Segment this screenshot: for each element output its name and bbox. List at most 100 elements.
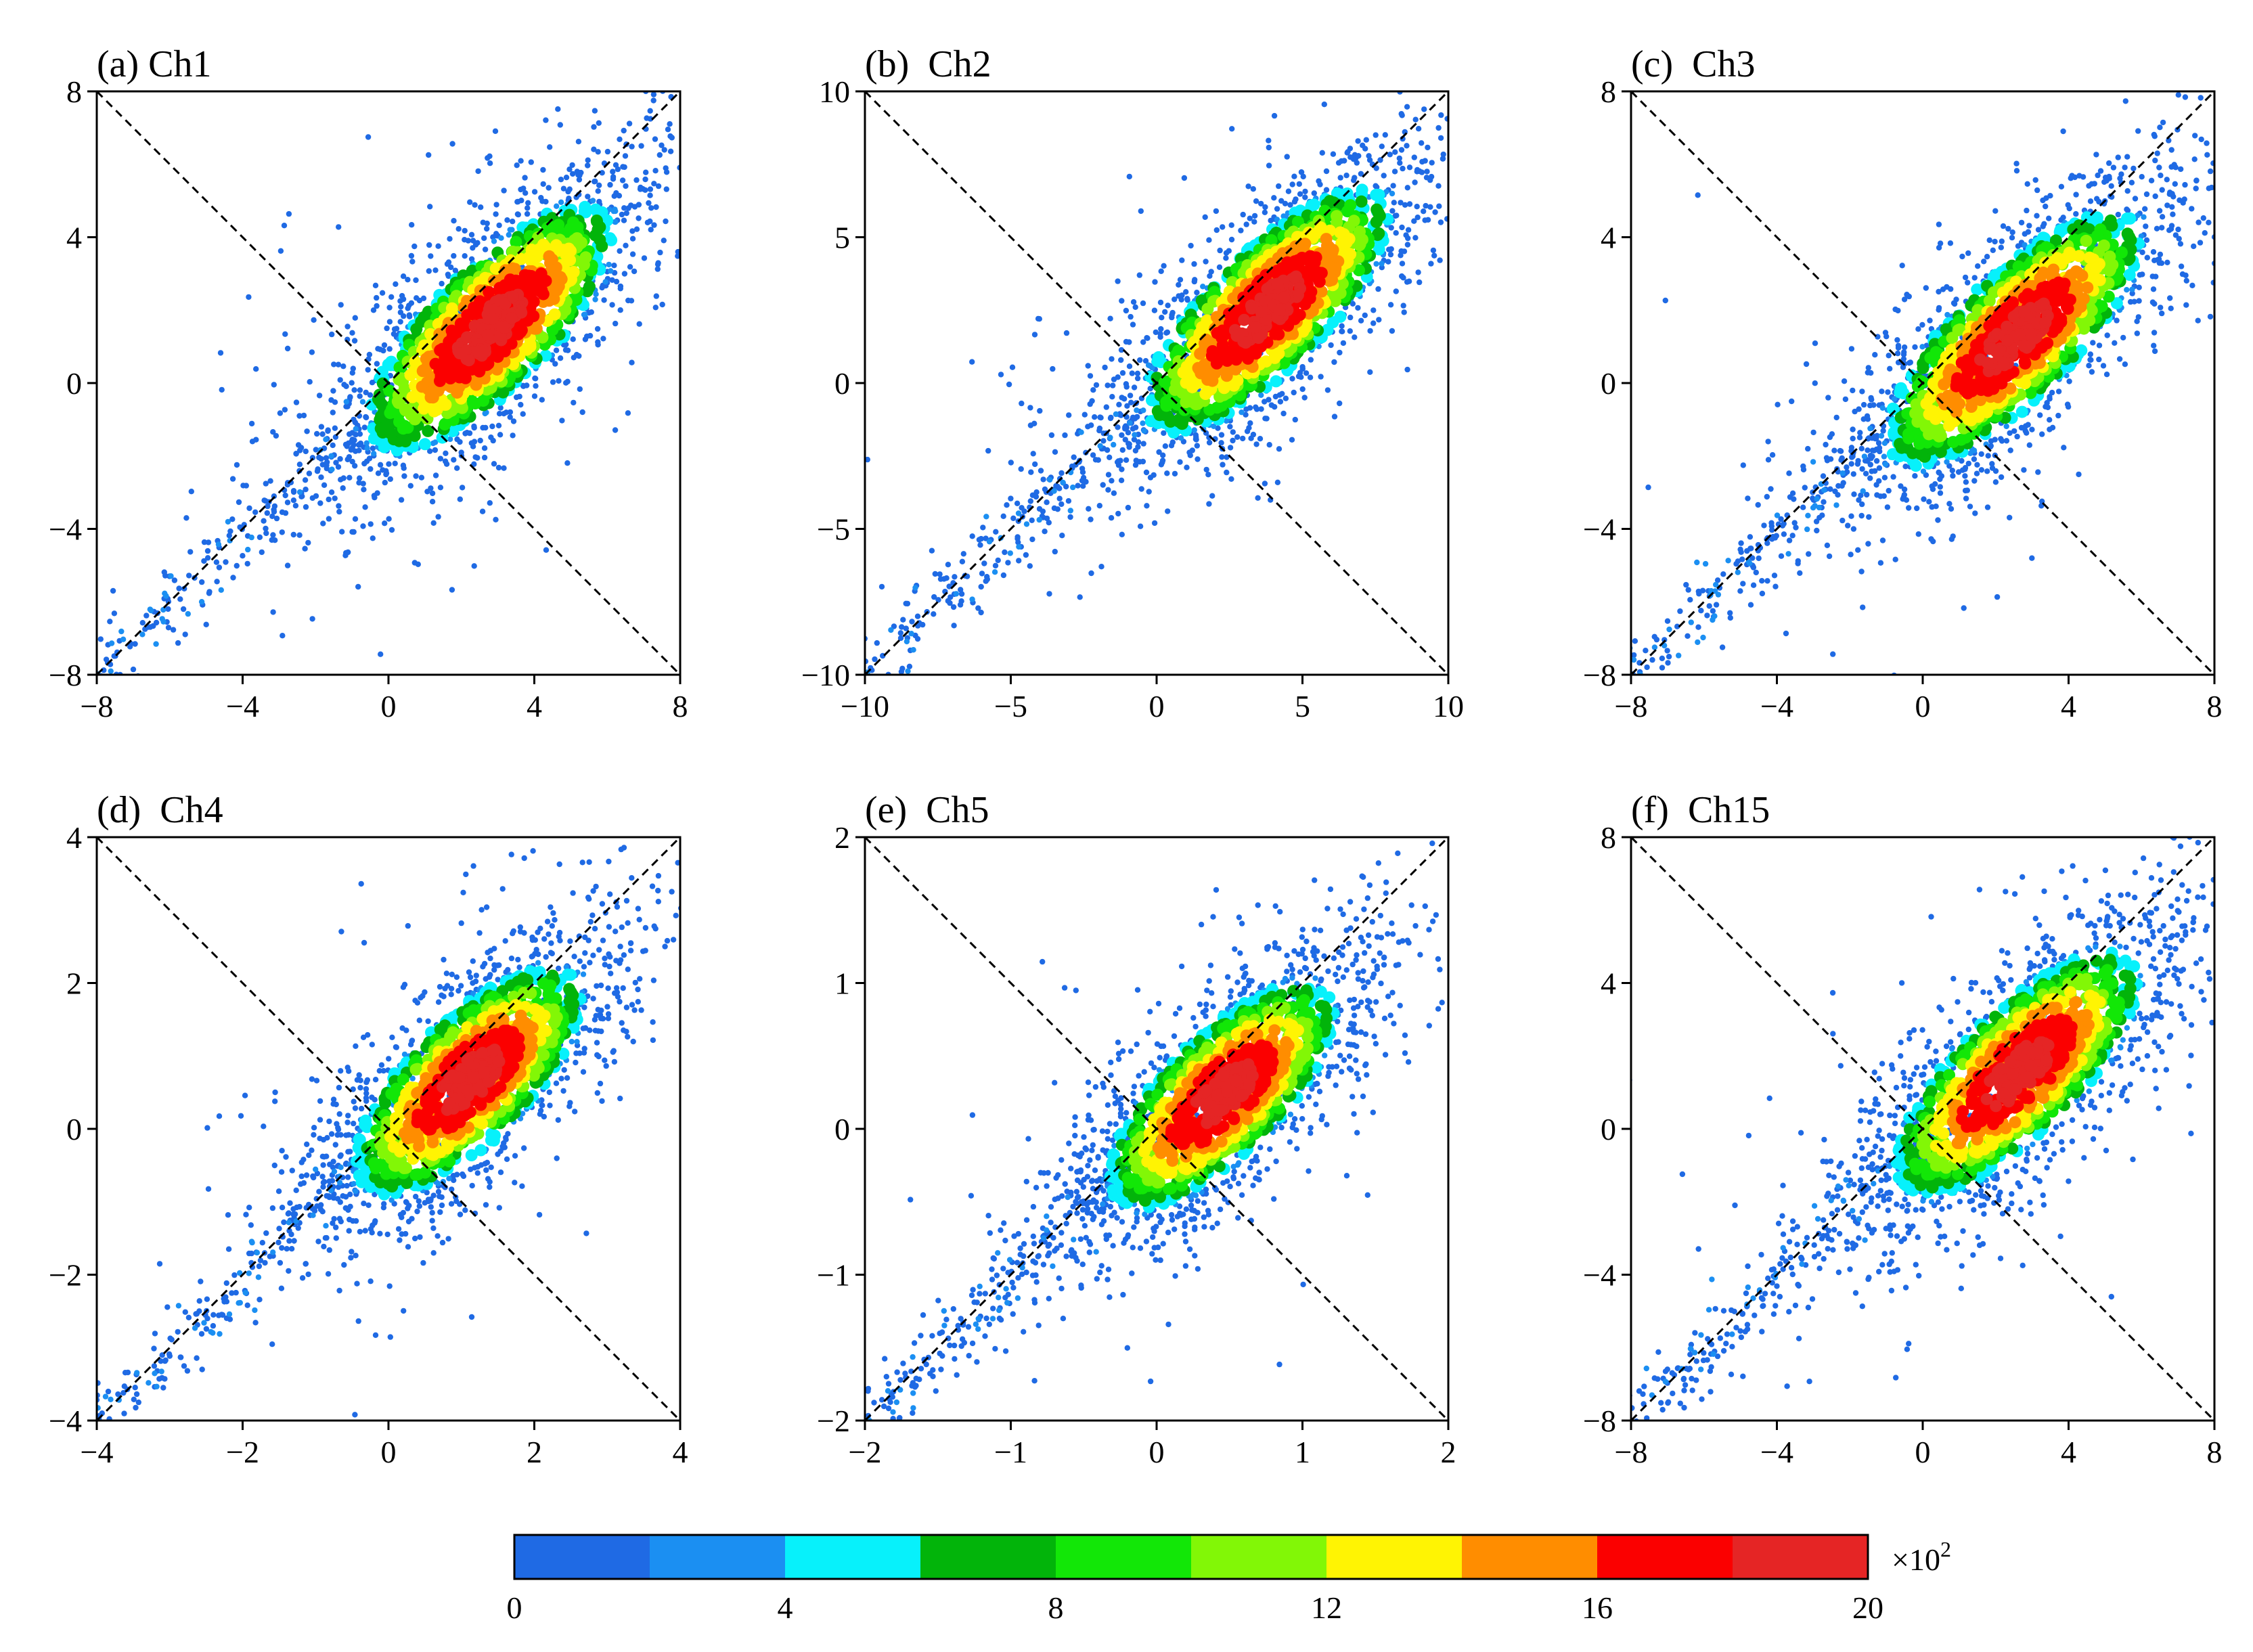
scatter-point <box>2007 447 2013 453</box>
scatter-point <box>570 336 576 342</box>
scatter-point <box>2166 137 2172 143</box>
scatter-point <box>736 88 742 93</box>
scatter-point <box>1247 215 1253 221</box>
scatter-point <box>1097 443 1103 449</box>
scatter-point <box>1183 374 1196 386</box>
y-tick-label: 10 <box>819 74 850 109</box>
scatter-point <box>1631 652 1637 658</box>
scatter-point <box>690 111 696 116</box>
scatter-point <box>2000 223 2007 229</box>
scatter-point <box>1685 633 1691 639</box>
scatter-point <box>1224 469 1230 476</box>
scatter-point <box>335 464 342 470</box>
scatter-point <box>2172 181 2178 187</box>
scatter-point <box>604 232 617 245</box>
scatter-point <box>1865 541 1871 547</box>
scatter-point <box>1738 549 1744 555</box>
scatter-point <box>675 248 680 255</box>
scatter-point <box>259 549 265 556</box>
scatter-point <box>457 496 463 502</box>
scatter-point <box>856 659 862 665</box>
scatter-point <box>554 203 560 209</box>
scatter-point <box>273 432 280 439</box>
scatter-point <box>1033 493 1040 500</box>
scatter-point <box>2103 372 2110 378</box>
scatter-point <box>594 233 606 246</box>
scatter-point <box>1130 321 1136 328</box>
scatter-point <box>1270 375 1282 388</box>
scatter-point <box>1404 104 1410 110</box>
scatter-point <box>1021 508 1027 514</box>
scatter-point <box>1245 302 1258 315</box>
scatter-point <box>1695 624 1701 630</box>
scatter-point <box>1399 224 1405 231</box>
scatter-point <box>932 571 939 577</box>
scatter-point <box>1104 447 1111 453</box>
scatter-point <box>317 500 324 506</box>
scatter-point <box>1695 192 1701 198</box>
scatter-point <box>1873 482 1879 488</box>
anti-diagonal-line <box>95 90 682 676</box>
scatter-point <box>1414 215 1421 221</box>
scatter-point <box>2022 231 2028 237</box>
scatter-point <box>1377 157 1383 163</box>
scatter-point <box>1105 472 1112 478</box>
scatter-point <box>1753 569 1759 576</box>
scatter-point <box>1050 365 1056 372</box>
scatter-point <box>1080 483 1086 489</box>
scatter-point <box>595 188 601 194</box>
scatter-point <box>1899 263 1905 269</box>
scatter-point <box>1862 470 1869 476</box>
scatter-point <box>1280 410 1287 417</box>
scatter-point <box>1923 342 1929 349</box>
scatter-point <box>1936 244 1942 251</box>
scatter-point <box>160 619 166 625</box>
scatter-point <box>2136 284 2142 290</box>
scatter-point <box>300 412 307 419</box>
scatter-point <box>2226 183 2231 189</box>
scatter-point <box>1337 175 1343 181</box>
scatter-point <box>1436 203 1442 209</box>
scatter-point <box>1119 298 1125 304</box>
scatter-point <box>505 312 518 325</box>
scatter-point <box>1432 209 1438 215</box>
scatter-point <box>253 437 259 443</box>
scatter-point <box>859 26 864 32</box>
scatter-point <box>1209 493 1215 499</box>
scatter-point <box>1140 420 1146 426</box>
scatter-point <box>148 607 154 614</box>
scatter-point <box>562 347 569 353</box>
scatter-point <box>749 132 754 137</box>
scatter-point <box>470 378 483 391</box>
scatter-point <box>2066 205 2072 212</box>
scatter-point <box>2193 185 2199 192</box>
scatter-point <box>659 301 665 308</box>
scatter-point <box>2149 299 2156 305</box>
scatter-point <box>462 227 468 234</box>
scatter-point <box>302 477 309 483</box>
scatter-point <box>621 217 627 223</box>
scatter-point <box>1498 247 1504 252</box>
scatter-points <box>856 91 1504 675</box>
scatter-point <box>1110 382 1116 388</box>
scatter-point <box>1772 535 1779 541</box>
scatter-point <box>1411 154 1417 160</box>
scatter-point <box>564 378 571 384</box>
scatter-point <box>1389 328 1396 334</box>
scatter-point <box>510 219 516 225</box>
scatter-point <box>756 35 761 41</box>
scatter-point <box>386 461 392 467</box>
scatter-point <box>2123 269 2136 281</box>
scatter-point <box>2080 174 2087 180</box>
scatter-point <box>165 625 172 631</box>
scatter-point <box>1735 558 1741 564</box>
scatter-point <box>1806 551 1812 557</box>
scatter-point <box>1390 183 1396 189</box>
scatter-point <box>1113 411 1119 418</box>
scatter-point <box>498 235 504 241</box>
scatter-point <box>225 518 231 525</box>
scatter-point <box>1223 255 1229 261</box>
scatter-point <box>1677 608 1683 615</box>
scatter-point <box>1737 588 1743 594</box>
scatter-point <box>1302 188 1308 195</box>
